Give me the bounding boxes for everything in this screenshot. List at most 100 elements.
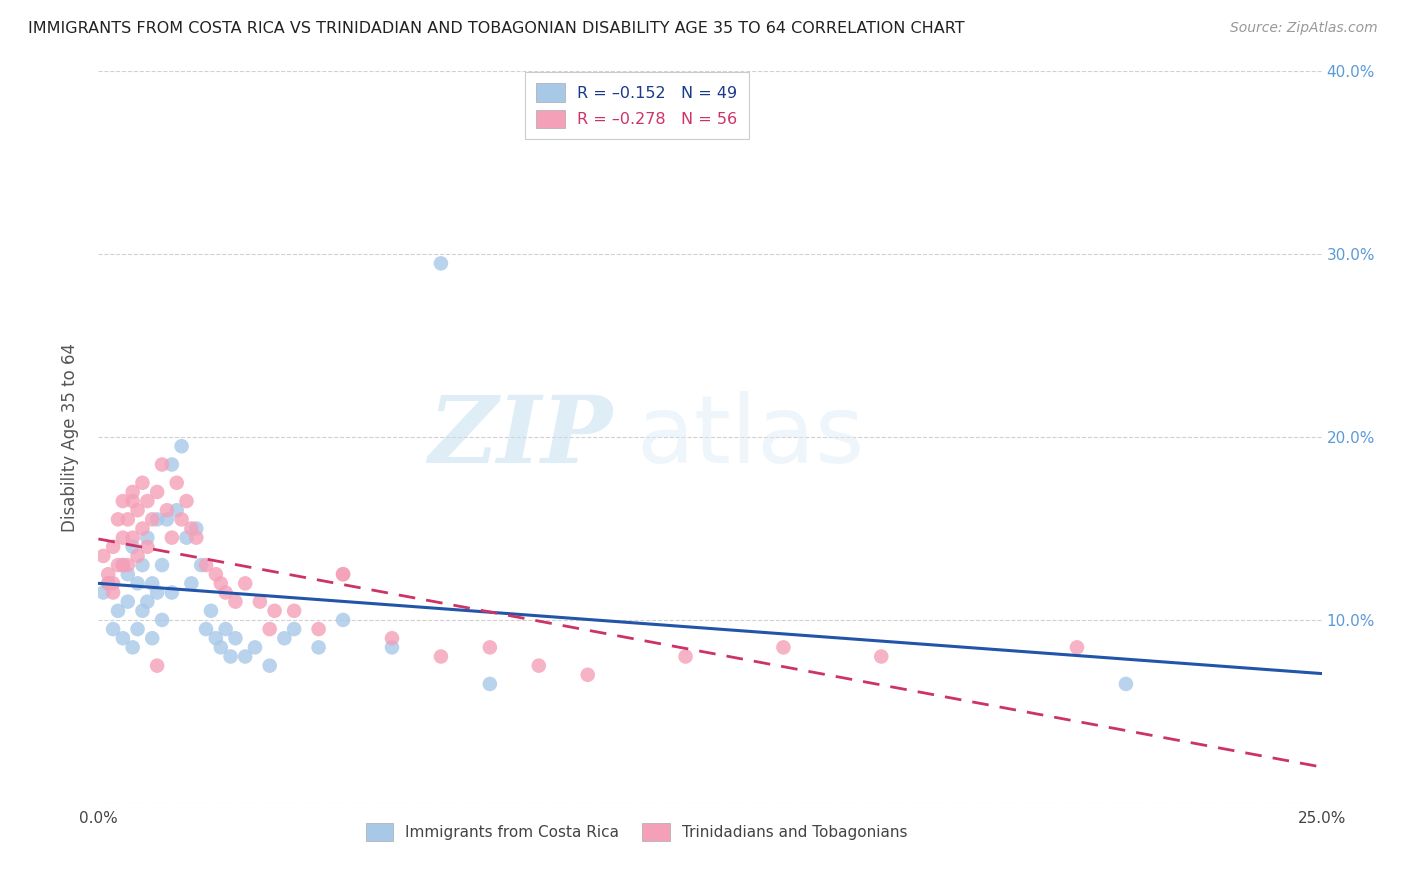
Point (97, 567, 120, 582)
Text: atlas: atlas (637, 391, 865, 483)
Point (136, 494, 159, 508)
Point (170, 512, 193, 526)
Point (136, 540, 159, 554)
Point (101, 576, 124, 591)
Point (146, 585, 169, 599)
Point (141, 632, 163, 646)
Point (263, 604, 285, 618)
Text: Source: ZipAtlas.com: Source: ZipAtlas.com (1230, 21, 1378, 35)
Point (186, 531, 208, 545)
Point (772, 640, 794, 655)
Point (121, 531, 143, 545)
Point (430, 256, 453, 270)
Point (146, 485, 169, 500)
Point (156, 503, 179, 517)
Point (150, 458, 173, 472)
Point (249, 594, 271, 608)
Point (224, 594, 246, 608)
Point (190, 558, 212, 573)
Point (478, 640, 501, 655)
Point (308, 622, 330, 636)
Point (146, 658, 169, 673)
Point (121, 540, 143, 554)
Point (259, 658, 281, 673)
Point (381, 632, 404, 646)
Point (219, 649, 242, 664)
Text: IMMIGRANTS FROM COSTA RICA VS TRINIDADIAN AND TOBAGONIAN DISABILITY AGE 35 TO 64: IMMIGRANTS FROM COSTA RICA VS TRINIDADIA… (28, 21, 965, 36)
Point (111, 558, 134, 573)
Point (91, 585, 114, 599)
Point (675, 649, 697, 664)
Point (166, 503, 188, 517)
Point (259, 622, 281, 636)
Text: ZIP: ZIP (427, 392, 612, 482)
Point (176, 531, 198, 545)
Point (146, 512, 169, 526)
Point (101, 622, 124, 636)
Point (127, 622, 149, 636)
Point (111, 632, 134, 646)
Point (101, 585, 124, 599)
Point (224, 632, 246, 646)
Point (200, 604, 222, 618)
Point (111, 531, 134, 545)
Point (205, 567, 228, 582)
Point (121, 485, 143, 500)
Point (107, 558, 129, 573)
Point (141, 576, 163, 591)
Point (131, 521, 153, 535)
Point (127, 549, 149, 563)
Point (121, 640, 143, 655)
Point (160, 458, 183, 472)
Legend: Immigrants from Costa Rica, Trinidadians and Tobagonians: Immigrants from Costa Rica, Trinidadians… (357, 814, 917, 850)
Point (576, 667, 599, 681)
Point (1115, 677, 1137, 691)
Point (136, 594, 159, 608)
Point (233, 649, 256, 664)
Point (156, 512, 179, 526)
Point (209, 640, 232, 655)
Y-axis label: Disability Age 35 to 64: Disability Age 35 to 64 (60, 343, 79, 532)
Point (243, 640, 266, 655)
Point (195, 558, 218, 573)
Point (478, 677, 501, 691)
Point (273, 632, 295, 646)
Point (1066, 640, 1088, 655)
Point (195, 622, 218, 636)
Point (107, 512, 129, 526)
Point (170, 439, 193, 453)
Point (117, 594, 139, 608)
Point (131, 558, 153, 573)
Point (97, 576, 120, 591)
Point (308, 640, 330, 655)
Point (121, 494, 143, 508)
Point (150, 558, 173, 573)
Point (180, 576, 202, 591)
Point (101, 540, 124, 554)
Point (381, 640, 404, 655)
Point (150, 613, 173, 627)
Point (332, 567, 354, 582)
Point (283, 604, 305, 618)
Point (131, 475, 153, 490)
Point (141, 512, 163, 526)
Point (332, 613, 354, 627)
Point (176, 494, 198, 508)
Point (870, 649, 893, 664)
Point (117, 512, 139, 526)
Point (127, 576, 149, 591)
Point (107, 604, 129, 618)
Point (117, 558, 139, 573)
Point (136, 531, 159, 545)
Point (97, 576, 120, 591)
Point (332, 567, 354, 582)
Point (205, 632, 228, 646)
Point (127, 503, 149, 517)
Point (430, 649, 453, 664)
Point (214, 622, 236, 636)
Point (91, 549, 114, 563)
Point (527, 658, 550, 673)
Point (233, 576, 256, 591)
Point (166, 475, 188, 490)
Point (160, 585, 183, 599)
